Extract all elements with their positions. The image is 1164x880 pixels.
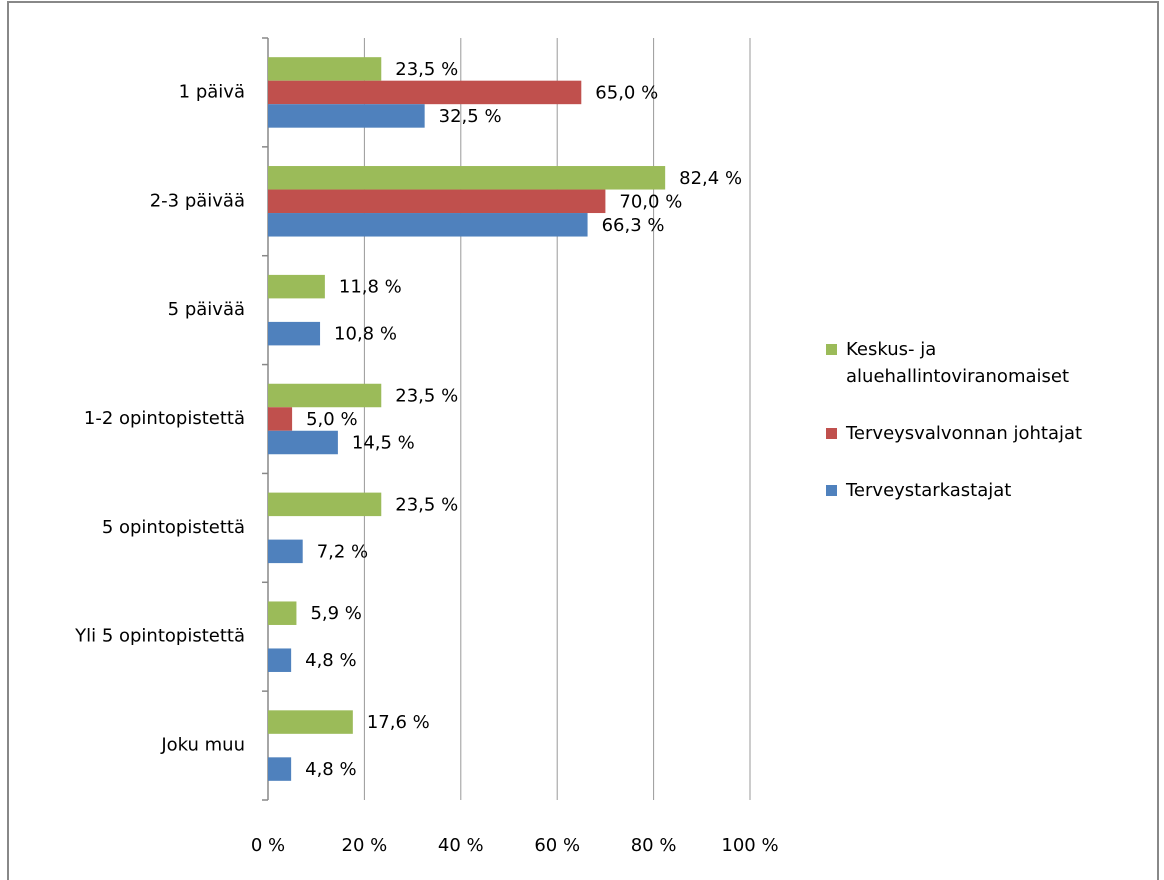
bar [268, 189, 606, 214]
y-tick-label: 1-2 opintopistettä [84, 408, 245, 429]
legend-label: Terveysvalvonnan johtajat [846, 423, 1083, 444]
x-tick-label: 60 % [534, 835, 580, 856]
y-tick-label: 5 opintopistettä [102, 517, 245, 538]
bar [268, 539, 303, 564]
x-tick-label: 0 % [251, 835, 285, 856]
x-tick-label: 80 % [631, 835, 677, 856]
x-tick-label: 100 % [721, 835, 778, 856]
data-label: 4,8 % [305, 650, 356, 671]
bar [268, 104, 425, 128]
bar [268, 757, 292, 781]
data-label: 5,9 % [310, 603, 361, 624]
legend-swatch [826, 344, 837, 355]
frame [7, 1, 1159, 880]
data-label: 82,4 % [679, 168, 742, 189]
legend-swatch [826, 428, 837, 439]
bar [268, 213, 588, 237]
data-label: 23,5 % [395, 59, 458, 80]
bar [268, 710, 353, 734]
bar [268, 430, 338, 455]
bar [268, 321, 321, 346]
y-tick-label: 1 päivä [179, 81, 245, 102]
legend-label: Terveystarkastajat [846, 480, 1012, 501]
legend-item: Terveysvalvonnan johtajat [826, 420, 1146, 447]
data-label: 10,8 % [334, 324, 397, 345]
y-tick-label: 5 päivää [168, 299, 245, 320]
data-label: 70,0 % [619, 191, 682, 212]
data-label: 5,0 % [306, 409, 357, 430]
legend-item: Keskus- ja aluehallintoviranomaiset [826, 336, 1146, 390]
bar [268, 383, 382, 408]
data-label: 65,0 % [595, 82, 658, 103]
data-label: 23,5 % [395, 386, 458, 407]
data-label: 14,5 % [352, 433, 415, 454]
data-label: 17,6 % [367, 712, 430, 733]
data-label: 66,3 % [602, 215, 665, 236]
data-label: 11,8 % [339, 277, 402, 298]
bar [268, 492, 382, 517]
data-label: 4,8 % [305, 759, 356, 780]
bar [268, 80, 582, 105]
data-label: 7,2 % [317, 541, 368, 562]
y-tick-label: Joku muu [160, 735, 245, 756]
bar [268, 648, 292, 672]
legend-swatch [826, 485, 837, 496]
data-label: 32,5 % [439, 106, 502, 127]
legend-label: Keskus- ja aluehallintoviranomaiset [846, 339, 1070, 387]
data-label: 23,5 % [395, 494, 458, 515]
bar [268, 601, 297, 625]
bar [268, 57, 382, 81]
legend: Keskus- ja aluehallintoviranomaiset Terve… [826, 336, 1146, 534]
bar [268, 274, 325, 299]
x-tick-label: 20 % [342, 835, 388, 856]
y-tick-label: 2-3 päivää [150, 190, 245, 211]
y-tick-label: Yli 5 opintopistettä [74, 626, 245, 647]
x-tick-label: 40 % [438, 835, 484, 856]
bar [268, 166, 666, 190]
bar [268, 407, 293, 431]
legend-item: Terveystarkastajat [826, 477, 1146, 504]
